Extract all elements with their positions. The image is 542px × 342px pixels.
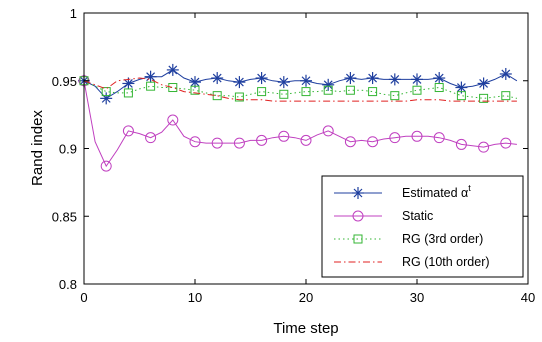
data-point-asterisk	[433, 72, 446, 85]
data-point-asterisk	[211, 72, 224, 85]
data-point-square	[434, 83, 444, 93]
data-point-circle	[478, 141, 490, 153]
data-point-circle	[389, 132, 401, 144]
x-tick-label: 20	[299, 290, 313, 305]
data-point-asterisk	[144, 70, 157, 83]
data-point-asterisk	[166, 63, 179, 76]
data-point-asterisk	[366, 72, 379, 85]
legend-label-estimated-alpha: Estimated αt	[402, 183, 471, 200]
data-point-square	[479, 93, 489, 103]
legend-entry-rg-10th: RG (10th order)	[334, 255, 490, 269]
data-point-circle	[300, 134, 312, 146]
y-tick-label: 0.8	[59, 277, 77, 292]
data-point-square	[368, 87, 378, 97]
series-estimated	[78, 63, 518, 105]
y-tick-label: 1	[70, 6, 77, 21]
series-layer	[78, 63, 518, 172]
y-tick-label: 0.95	[52, 74, 77, 89]
data-point-square	[345, 85, 355, 95]
legend-label-rg-10th: RG (10th order)	[402, 255, 490, 269]
legend-marker-circle	[352, 210, 364, 222]
data-point-circle	[167, 114, 179, 126]
x-axis-title: Time step	[273, 320, 338, 337]
data-point-square	[323, 85, 333, 95]
data-point-asterisk	[233, 76, 246, 89]
series-rg-10th-order	[83, 77, 517, 102]
data-point-square	[123, 88, 133, 98]
data-point-asterisk	[277, 76, 290, 89]
legend-entry-estimated-alpha: Estimated αt	[334, 183, 471, 200]
data-point-circle	[100, 160, 112, 172]
legend-label-estimated-alpha-superscript: t	[468, 183, 471, 193]
data-point-square	[456, 91, 466, 101]
data-point-asterisk	[344, 72, 357, 85]
legend-entry-static: Static	[334, 209, 433, 223]
series-line-static	[83, 80, 517, 168]
legend-label-estimated-alpha-base: Estimated α	[402, 186, 468, 200]
series-line-rg-10th-order	[83, 77, 517, 102]
data-point-square	[146, 81, 156, 91]
data-point-square	[101, 87, 111, 97]
data-point-asterisk	[300, 74, 312, 87]
y-tick-label: 0.9	[59, 142, 77, 157]
series-static	[78, 75, 517, 172]
data-point-circle	[344, 136, 356, 148]
data-point-square	[412, 85, 422, 95]
legend-label-static: Static	[402, 209, 433, 223]
legend-label-rg-3rd: RG (3rd order)	[402, 232, 483, 246]
legend-entry-rg-3rd: RG (3rd order)	[334, 232, 483, 246]
data-point-square	[501, 91, 511, 101]
data-point-circle	[211, 137, 223, 149]
data-point-circle	[322, 125, 334, 137]
data-point-circle	[411, 130, 423, 142]
legend-marker-asterisk	[352, 187, 364, 199]
data-point-circle	[433, 132, 445, 144]
data-point-square	[190, 85, 200, 95]
data-point-asterisk	[477, 77, 490, 90]
data-point-asterisk	[499, 67, 512, 80]
data-point-square	[390, 91, 400, 101]
data-point-circle	[233, 137, 245, 149]
x-tick-label: 30	[410, 290, 424, 305]
x-tick-label: 0	[80, 290, 87, 305]
data-point-square	[168, 83, 178, 93]
data-point-square	[234, 92, 244, 102]
data-point-asterisk	[255, 72, 268, 85]
data-point-asterisk	[411, 73, 423, 86]
legend: Estimated αt Static RG (3rd order) RG (1…	[321, 175, 524, 278]
data-point-asterisk	[189, 76, 201, 89]
data-point-circle	[500, 137, 512, 149]
x-tick-label: 40	[521, 290, 535, 305]
y-tick-label: 0.85	[52, 209, 77, 224]
data-point-asterisk	[388, 73, 401, 86]
data-point-circle	[145, 132, 157, 144]
ticks-layer: 0 10 20 30 40 0.8 0.85 0.9 0.95 1	[52, 6, 536, 305]
data-point-circle	[256, 134, 268, 146]
series-line-rg-3rd-order	[83, 80, 518, 99]
data-point-circle	[455, 138, 467, 150]
data-point-circle	[189, 136, 201, 148]
data-point-asterisk	[322, 78, 335, 91]
data-point-circle	[122, 125, 134, 137]
x-tick-label: 10	[188, 290, 202, 305]
legend-marker-square	[353, 234, 363, 244]
data-point-circle	[367, 136, 379, 148]
series-rg-3rd-order	[79, 76, 518, 103]
data-point-circle	[278, 130, 290, 142]
y-axis-title: Rand index	[29, 110, 46, 186]
data-point-square	[279, 89, 289, 99]
data-point-square	[257, 87, 267, 97]
data-point-square	[301, 87, 311, 97]
